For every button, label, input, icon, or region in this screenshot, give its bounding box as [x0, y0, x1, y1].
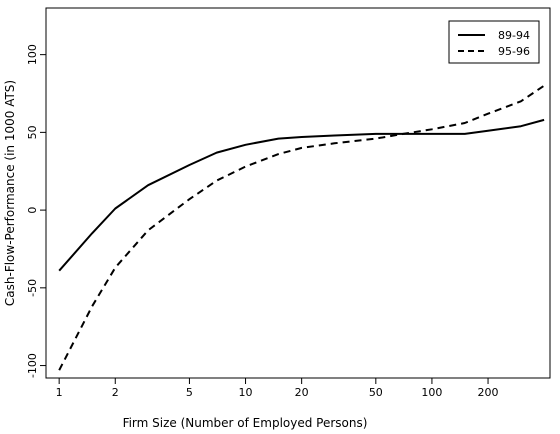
y-tick-label: 100 — [26, 44, 39, 65]
series-line-95-96 — [58, 84, 545, 371]
y-tick-label: -100 — [26, 353, 39, 378]
y-tick-label: 50 — [26, 125, 39, 139]
y-axis-label: Cash-Flow-Performance (in 1000 ATS) — [3, 80, 17, 306]
x-axis: 1 2 5 10 20 50 100 200 — [56, 378, 499, 399]
x-tick-label: 1 — [56, 386, 63, 399]
y-tick-label: -50 — [26, 279, 39, 297]
x-axis-label: Firm Size (Number of Employed Persons) — [123, 416, 368, 430]
x-tick-label: 10 — [239, 386, 253, 399]
x-tick-label: 200 — [478, 386, 499, 399]
legend: 89-94 95-96 — [448, 20, 540, 64]
x-tick-label: 5 — [186, 386, 193, 399]
series-group — [58, 84, 545, 371]
legend-label-95-96: 95-96 — [498, 45, 530, 58]
plot-frame — [45, 7, 551, 379]
legend-label-89-94: 89-94 — [498, 29, 530, 42]
y-axis: -100 -50 0 50 100 — [26, 44, 46, 378]
x-tick-label: 20 — [295, 386, 309, 399]
x-tick-label: 100 — [421, 386, 442, 399]
y-tick-label: 0 — [26, 207, 39, 214]
legend-box — [448, 20, 540, 64]
series-line-89-94 — [58, 118, 545, 272]
x-tick-label: 2 — [112, 386, 119, 399]
x-tick-label: 50 — [369, 386, 383, 399]
